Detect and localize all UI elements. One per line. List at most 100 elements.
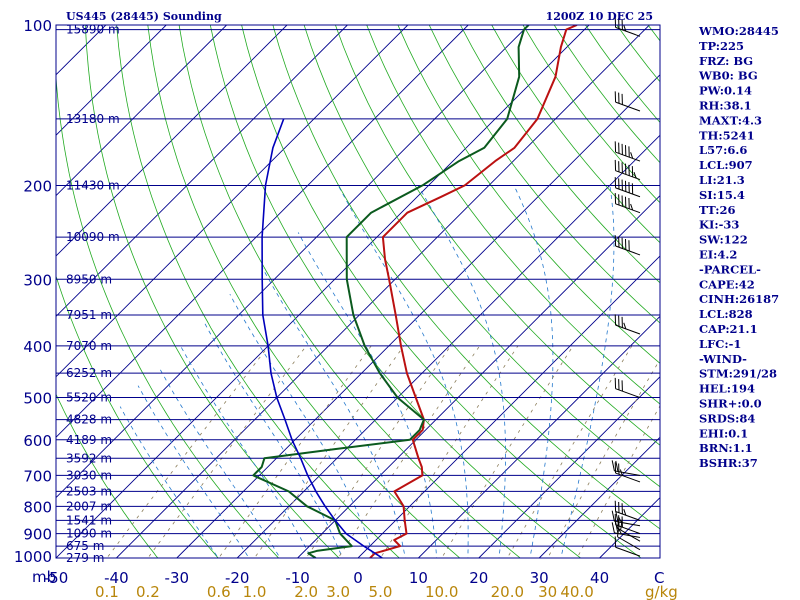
isotherm	[116, 25, 650, 558]
wind-barb-staff	[615, 546, 641, 557]
index-item: SI:15.4	[699, 188, 745, 202]
index-item: EHI:0.1	[699, 426, 748, 440]
moist-adiabat	[119, 406, 219, 558]
wind-barb-feather	[623, 322, 627, 330]
height-label: 6252 m	[66, 366, 112, 380]
index-item: EI:4.2	[699, 248, 737, 262]
mixing-ratio-line	[254, 345, 405, 558]
height-label: 3592 m	[66, 451, 112, 465]
wind-barb-staff	[615, 187, 641, 198]
wind-barb-feather	[633, 171, 637, 179]
mixing-ratio-line	[506, 345, 633, 558]
wind-barb-staff	[617, 527, 641, 542]
isotherm	[357, 255, 660, 558]
pressure-tick-label: 700	[23, 467, 52, 485]
moist-adiabat	[229, 294, 375, 558]
index-item: BRN:1.1	[699, 441, 753, 455]
wind-barb-staff	[615, 388, 641, 399]
temperature-tick-label: 40	[590, 569, 609, 587]
index-item: SW:122	[699, 233, 748, 247]
mixing-ratio-tick-label: 5.0	[369, 583, 393, 600]
isotherm	[56, 25, 409, 378]
wind-barb-staff	[615, 245, 641, 256]
wind-barb	[614, 177, 641, 198]
index-item: RH:38.1	[699, 99, 752, 113]
temperature-tick-label: -10	[285, 569, 310, 587]
mixing-ratio-unit-label: g/kg	[645, 583, 678, 600]
temperature-tick-label: 30	[530, 569, 549, 587]
mixing-ratio-tick-label: 0.6	[207, 583, 231, 600]
dry-adiabat	[460, 25, 660, 284]
height-label: 675 m	[66, 539, 104, 553]
index-item: L57:6.6	[699, 143, 747, 157]
wind-barb	[611, 510, 641, 527]
height-label: 3030 m	[66, 468, 112, 482]
wind-barb	[614, 141, 641, 162]
height-label: 4828 m	[66, 413, 112, 427]
isotherm	[236, 134, 660, 558]
dry-adiabat	[241, 25, 642, 558]
dry-adiabat	[303, 25, 660, 488]
temperature-line	[369, 25, 578, 558]
pressure-tick-label: 800	[23, 498, 52, 516]
mixing-ratio-tick-label: 0.2	[136, 583, 160, 600]
index-item: -WIND-	[699, 352, 747, 366]
index-item: CAP:21.1	[699, 322, 758, 336]
pressure-tick-label: 200	[23, 177, 52, 195]
mixing-ratio-line	[337, 345, 481, 558]
index-item: -PARCEL-	[699, 262, 761, 276]
pressure-tick-label: 600	[23, 432, 52, 450]
dry-adiabat	[178, 25, 521, 558]
wind-barbs	[611, 16, 641, 557]
isotherm	[56, 25, 227, 197]
height-label: 279 m	[66, 551, 104, 565]
wind-barb	[616, 526, 641, 551]
isotherm	[478, 376, 660, 558]
moist-adiabat	[513, 185, 554, 558]
dry-adiabat	[56, 71, 280, 558]
wind-barb-feather	[611, 510, 615, 522]
wind-barb	[614, 91, 641, 112]
isotherm	[56, 25, 590, 558]
moist-adiabat	[560, 185, 615, 558]
isotherm	[418, 315, 660, 558]
dry-adiabat	[116, 25, 400, 558]
mixing-ratio-tick-label: 20.0	[491, 583, 524, 600]
isotherm	[176, 74, 660, 558]
dry-adiabat	[397, 25, 660, 364]
isotherm	[56, 25, 167, 136]
mixing-ratio-tick-label: 1.0	[243, 583, 267, 600]
wind-barb-staff	[615, 101, 641, 112]
wind-barb-staff	[614, 520, 641, 527]
wind-barb-feather	[611, 522, 615, 534]
moist-adiabat	[137, 385, 250, 558]
height-label: 11430 m	[66, 178, 120, 192]
pressure-unit-label: mb	[32, 568, 56, 586]
dry-adiabat	[272, 25, 660, 530]
index-item: HEL:194	[699, 382, 755, 396]
mixing-ratio-tick-label: 3.0	[326, 583, 350, 600]
wind-barb-staff	[615, 324, 641, 335]
wind-barb-staff	[615, 26, 641, 37]
pressure-tick-label: 400	[23, 338, 52, 356]
wind-barb-staff	[614, 470, 641, 476]
wind-barb	[614, 314, 641, 335]
dry-adiabat	[209, 25, 582, 558]
index-item: KI:-33	[699, 218, 739, 232]
index-item: FRZ: BG	[699, 54, 753, 68]
temperature-tick-label: -30	[165, 569, 190, 587]
pressure-tick-label: 1000	[14, 548, 52, 566]
wind-barb-staff	[615, 170, 641, 181]
wind-barb-feather	[611, 460, 615, 472]
mixing-ratio-line	[106, 345, 270, 558]
wind-barb-staff	[617, 536, 641, 551]
wind-barb-staff	[615, 472, 641, 483]
wind-barb-staff	[615, 511, 641, 521]
wind-barb-feather	[616, 526, 620, 537]
mixing-ratio-line	[380, 345, 519, 558]
index-item: BSHR:37	[699, 456, 758, 470]
wind-barb-feather	[623, 508, 627, 516]
moist-adiabat	[180, 345, 312, 558]
height-label: 7070 m	[66, 339, 112, 353]
